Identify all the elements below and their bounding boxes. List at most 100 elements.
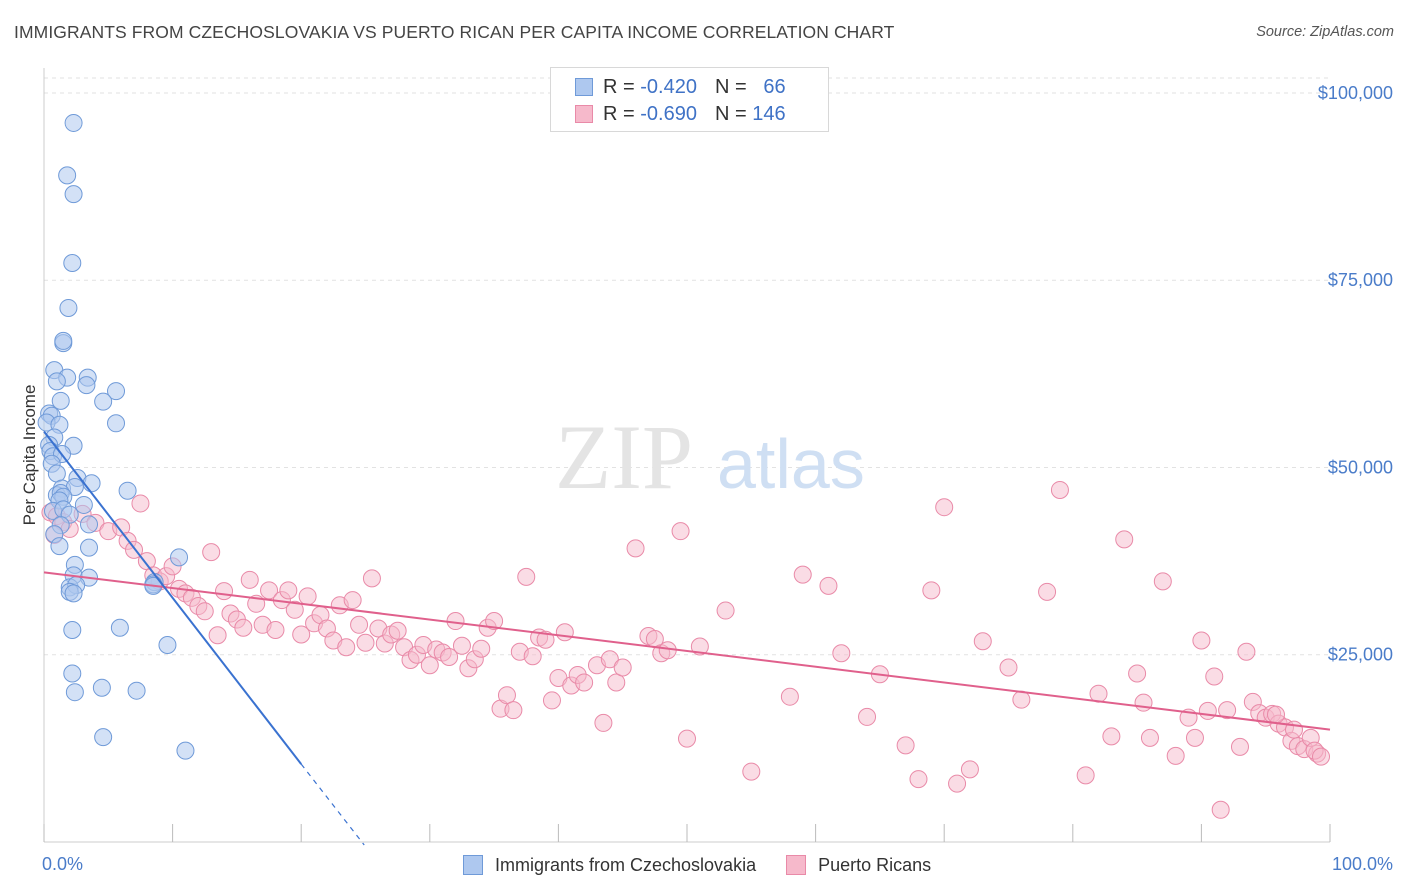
data-point-puerto-ricans: [1012, 690, 1031, 709]
data-point-czechoslovakia: [63, 254, 82, 273]
data-point-czechoslovakia: [47, 464, 66, 483]
series-czechoslovakia: [37, 113, 195, 760]
data-point-puerto-ricans: [420, 656, 439, 675]
legend-row-puerto-ricans: R = -0.690 N = 146: [575, 101, 786, 127]
data-point-puerto-ricans: [1050, 480, 1069, 499]
data-point-czechoslovakia: [92, 678, 111, 697]
data-point-puerto-ricans: [626, 539, 645, 558]
data-point-puerto-ricans: [1198, 701, 1217, 720]
data-point-czechoslovakia: [80, 538, 99, 557]
data-point-puerto-ricans: [594, 713, 613, 732]
data-point-czechoslovakia: [94, 728, 113, 747]
data-point-puerto-ricans: [1038, 582, 1057, 601]
series-puerto-ricans: [41, 480, 1330, 819]
data-point-puerto-ricans: [793, 565, 812, 584]
data-point-puerto-ricans: [922, 581, 941, 600]
data-point-puerto-ricans: [832, 644, 851, 663]
data-point-puerto-ricans: [337, 638, 356, 657]
data-point-czechoslovakia: [64, 185, 83, 204]
data-point-czechoslovakia: [77, 376, 96, 395]
legend-r-label: R =: [603, 75, 635, 98]
y-tick-label: $50,000: [1328, 457, 1393, 477]
data-point-puerto-ricans: [1115, 530, 1134, 549]
data-point-puerto-ricans: [678, 729, 696, 748]
data-point-puerto-ricans: [356, 633, 375, 652]
data-point-puerto-ricans: [1153, 572, 1172, 591]
data-point-puerto-ricans: [600, 650, 619, 669]
data-point-czechoslovakia: [64, 113, 83, 132]
data-point-puerto-ricans: [935, 498, 954, 517]
data-point-puerto-ricans: [716, 601, 735, 620]
legend-n-value: 146: [752, 102, 786, 125]
data-point-puerto-ricans: [999, 658, 1018, 677]
data-point-puerto-ricans: [1218, 701, 1237, 720]
data-point-puerto-ricans: [504, 701, 523, 720]
data-point-puerto-ricans: [1266, 705, 1285, 724]
data-point-puerto-ricans: [1237, 642, 1256, 661]
data-point-czechoslovakia: [58, 166, 77, 185]
data-point-puerto-ricans: [542, 691, 561, 710]
series-legend-swatch-pink: [786, 855, 807, 875]
legend-swatch-blue: [575, 78, 593, 96]
trend-line-czechoslovakia: [43, 430, 302, 765]
data-point-czechoslovakia: [51, 391, 70, 410]
data-point-puerto-ricans: [523, 647, 542, 666]
data-point-puerto-ricans: [1102, 727, 1121, 746]
data-point-puerto-ricans: [202, 543, 221, 562]
data-point-puerto-ricans: [819, 576, 838, 595]
data-point-puerto-ricans: [1192, 631, 1211, 650]
data-point-puerto-ricans: [896, 736, 915, 755]
data-point-puerto-ricans: [555, 623, 574, 642]
data-point-puerto-ricans: [362, 569, 381, 588]
data-point-puerto-ricans: [260, 581, 279, 600]
data-point-puerto-ricans: [909, 770, 928, 789]
data-point-puerto-ricans: [240, 570, 259, 589]
legend-swatch-pink: [575, 105, 593, 123]
y-tick-label: $25,000: [1328, 645, 1393, 665]
data-point-puerto-ricans: [1128, 664, 1147, 683]
data-point-puerto-ricans: [1205, 667, 1224, 686]
y-tick-label: $75,000: [1328, 270, 1393, 290]
data-point-puerto-ricans: [350, 615, 369, 634]
data-point-puerto-ricans: [517, 567, 536, 586]
data-point-puerto-ricans: [497, 686, 516, 705]
data-point-czechoslovakia: [118, 481, 137, 500]
trend-lines: [43, 430, 1331, 846]
data-point-puerto-ricans: [285, 600, 304, 619]
data-point-puerto-ricans: [1076, 766, 1095, 785]
x-tick-label: 0.0%: [42, 854, 83, 874]
legend-n-label: N =: [714, 102, 747, 125]
y-tick-label: $100,000: [1318, 83, 1393, 103]
data-point-puerto-ricans: [960, 760, 979, 779]
data-point-puerto-ricans: [440, 647, 459, 666]
data-point-czechoslovakia: [54, 331, 73, 350]
data-point-czechoslovakia: [65, 683, 84, 702]
data-point-puerto-ricans: [1134, 693, 1153, 712]
data-point-czechoslovakia: [74, 495, 93, 514]
legend-n-label: N =: [714, 75, 747, 98]
legend-r-label: R =: [603, 102, 635, 125]
legend-n-value: 66: [763, 75, 786, 98]
data-point-czechoslovakia: [80, 515, 99, 534]
data-point-czechoslovakia: [63, 664, 82, 683]
data-point-czechoslovakia: [176, 741, 195, 760]
data-point-puerto-ricans: [388, 621, 407, 640]
data-point-puerto-ricans: [208, 626, 227, 645]
series-legend-label: Immigrants from Czechoslovakia: [495, 854, 757, 875]
x-tick-label: 100.0%: [1332, 854, 1393, 874]
data-point-puerto-ricans: [292, 625, 311, 644]
trend-line-czechoslovakia-extension: [300, 763, 365, 846]
data-point-puerto-ricans: [536, 630, 555, 649]
data-point-czechoslovakia: [63, 621, 82, 640]
data-point-puerto-ricans: [948, 774, 967, 793]
data-point-czechoslovakia: [158, 636, 177, 655]
series-legend-swatch-blue: [463, 855, 483, 875]
data-point-puerto-ricans: [195, 602, 214, 621]
data-point-puerto-ricans: [1230, 737, 1249, 756]
data-point-puerto-ricans: [671, 522, 690, 541]
data-point-puerto-ricans: [1311, 747, 1330, 766]
data-point-czechoslovakia: [50, 537, 69, 556]
watermark-atlas: atlas: [717, 425, 865, 503]
data-point-puerto-ricans: [607, 673, 626, 692]
